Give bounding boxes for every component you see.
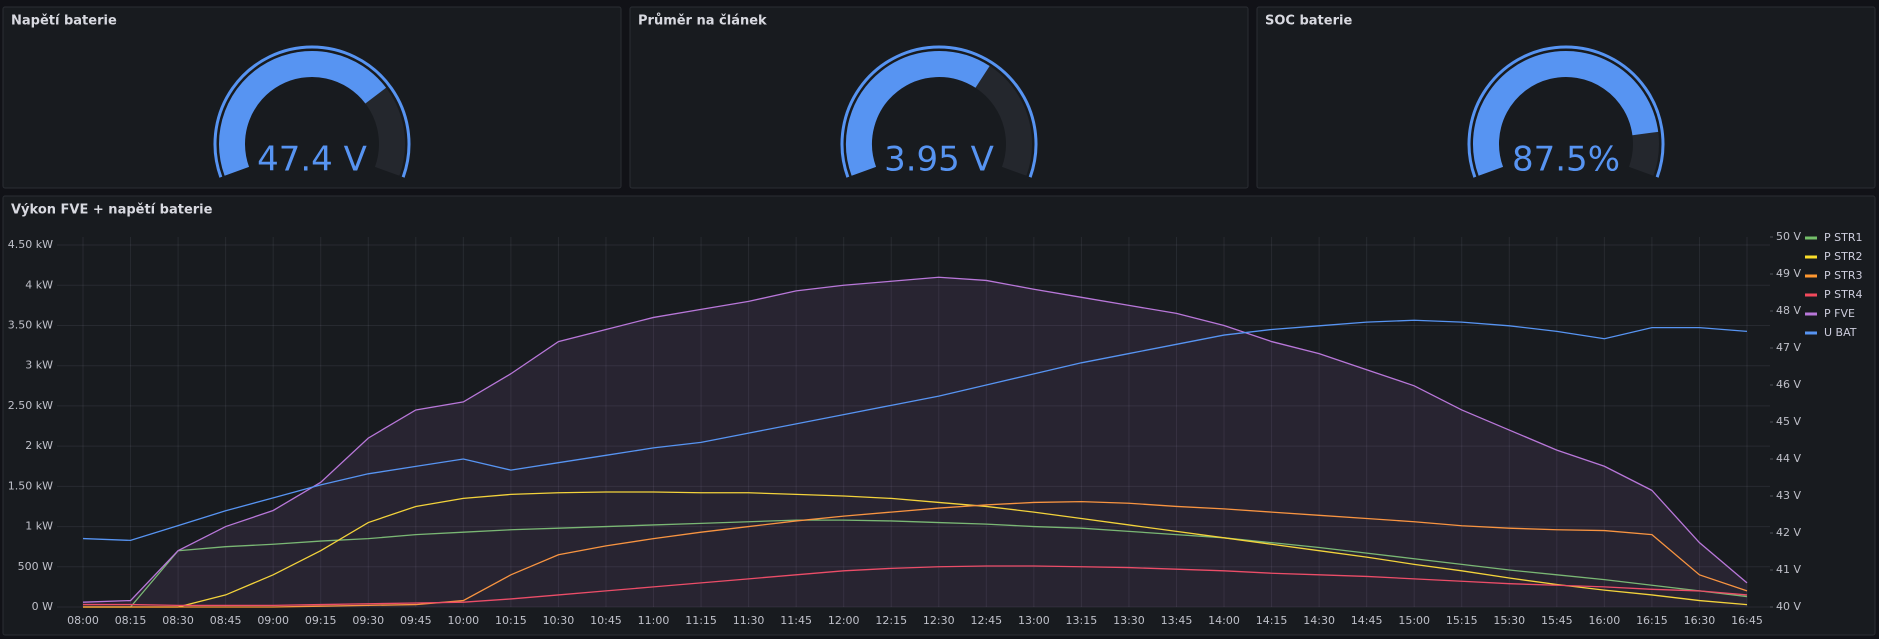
x-tick-label: 16:45 xyxy=(1731,614,1763,627)
y2-tick-label: 40 V xyxy=(1776,600,1801,613)
gauge-threshold xyxy=(213,45,411,178)
gauge-arc xyxy=(1473,51,1659,176)
x-tick-label: 15:00 xyxy=(1398,614,1430,627)
x-tick-label: 11:15 xyxy=(685,614,717,627)
x-tick-label: 14:45 xyxy=(1351,614,1383,627)
x-tick-label: 10:30 xyxy=(543,614,575,627)
line xyxy=(83,500,1748,608)
x-tick-label: 12:30 xyxy=(923,614,955,627)
x-tick-label: 08:30 xyxy=(162,614,194,627)
y-tick-label: 0 W xyxy=(32,600,53,613)
x-tick-label: 13:15 xyxy=(1066,614,1098,627)
x-tick-label: 12:45 xyxy=(970,614,1002,627)
x-tick-label: 08:45 xyxy=(210,614,242,627)
panel-title: Napětí baterie xyxy=(11,14,117,29)
x-tick-label: 10:15 xyxy=(495,614,527,627)
panel-title: SOC baterie xyxy=(1265,14,1352,29)
line xyxy=(82,276,1748,603)
x-tick-label: 16:00 xyxy=(1589,614,1621,627)
x-tick-label: 13:30 xyxy=(1113,614,1145,627)
panel-title: Průměr na článek xyxy=(638,14,767,29)
y2-tick-label: 42 V xyxy=(1776,526,1801,539)
y2-tick-label: 43 V xyxy=(1776,489,1801,502)
panel xyxy=(2,6,622,189)
x-tick-label: 14:15 xyxy=(1256,614,1288,627)
y-tick-label: 4 kW xyxy=(25,278,53,291)
line xyxy=(82,319,1748,542)
y-tick-label: 2 kW xyxy=(25,439,53,452)
x-tick-label: 08:00 xyxy=(67,614,99,627)
line xyxy=(83,519,1748,608)
legend-label: P STR3 xyxy=(1824,269,1862,282)
y2-tick-label: 44 V xyxy=(1776,452,1801,465)
legend-label: U BAT xyxy=(1824,326,1857,339)
x-tick-label: 12:00 xyxy=(828,614,860,627)
gauge-threshold xyxy=(1467,45,1665,178)
gauge-value: 47.4 V xyxy=(257,140,367,180)
gauge-arc xyxy=(219,51,387,176)
y-tick-label: 4.50 kW xyxy=(8,238,53,251)
x-tick-label: 15:30 xyxy=(1493,614,1525,627)
x-tick-label: 10:45 xyxy=(590,614,622,627)
x-tick-label: 09:30 xyxy=(352,614,384,627)
y2-tick-label: 47 V xyxy=(1776,341,1801,354)
x-tick-label: 13:45 xyxy=(1161,614,1193,627)
y-tick-label: 2.50 kW xyxy=(8,399,53,412)
y2-tick-label: 46 V xyxy=(1776,378,1801,391)
y2-tick-label: 41 V xyxy=(1776,563,1801,576)
x-tick-label: 09:00 xyxy=(257,614,289,627)
gauge-threshold xyxy=(840,45,1038,178)
legend-label: P STR2 xyxy=(1824,250,1862,263)
x-tick-label: 14:00 xyxy=(1208,614,1240,627)
panel-title: Výkon FVE + napětí baterie xyxy=(11,203,213,218)
y-tick-label: 3 kW xyxy=(25,359,53,372)
y2-tick-label: 45 V xyxy=(1776,415,1801,428)
y-tick-label: 1.50 kW xyxy=(8,479,53,492)
x-tick-label: 15:15 xyxy=(1446,614,1478,627)
panel xyxy=(2,195,1876,636)
y2-tick-label: 50 V xyxy=(1776,230,1801,243)
legend-label: P FVE xyxy=(1824,307,1855,320)
x-tick-label: 11:00 xyxy=(638,614,670,627)
x-tick-label: 11:45 xyxy=(780,614,812,627)
y2-tick-label: 48 V xyxy=(1776,304,1801,317)
panel xyxy=(1256,6,1876,189)
gauge-arc xyxy=(846,51,990,176)
y-tick-label: 500 W xyxy=(18,560,53,573)
y-tick-label: 3.50 kW xyxy=(8,318,53,331)
line xyxy=(83,491,1748,608)
x-tick-label: 12:15 xyxy=(875,614,907,627)
x-tick-label: 15:45 xyxy=(1541,614,1573,627)
y2-tick-label: 49 V xyxy=(1776,267,1801,280)
gauge-value: 87.5% xyxy=(1512,140,1620,180)
y-tick-label: 1 kW xyxy=(25,520,53,533)
legend-label: P STR1 xyxy=(1824,231,1862,244)
gauge-value: 3.95 V xyxy=(884,140,994,180)
x-tick-label: 09:45 xyxy=(400,614,432,627)
area xyxy=(83,277,1747,607)
x-tick-label: 16:15 xyxy=(1636,614,1668,627)
panel xyxy=(629,6,1249,189)
x-tick-label: 11:30 xyxy=(733,614,765,627)
legend-label: P STR4 xyxy=(1824,288,1862,301)
x-tick-label: 08:15 xyxy=(115,614,147,627)
x-tick-label: 09:15 xyxy=(305,614,337,627)
line xyxy=(83,565,1748,607)
x-tick-label: 13:00 xyxy=(1018,614,1050,627)
x-tick-label: 10:00 xyxy=(447,614,479,627)
x-tick-label: 14:30 xyxy=(1303,614,1335,627)
x-tick-label: 16:30 xyxy=(1684,614,1716,627)
